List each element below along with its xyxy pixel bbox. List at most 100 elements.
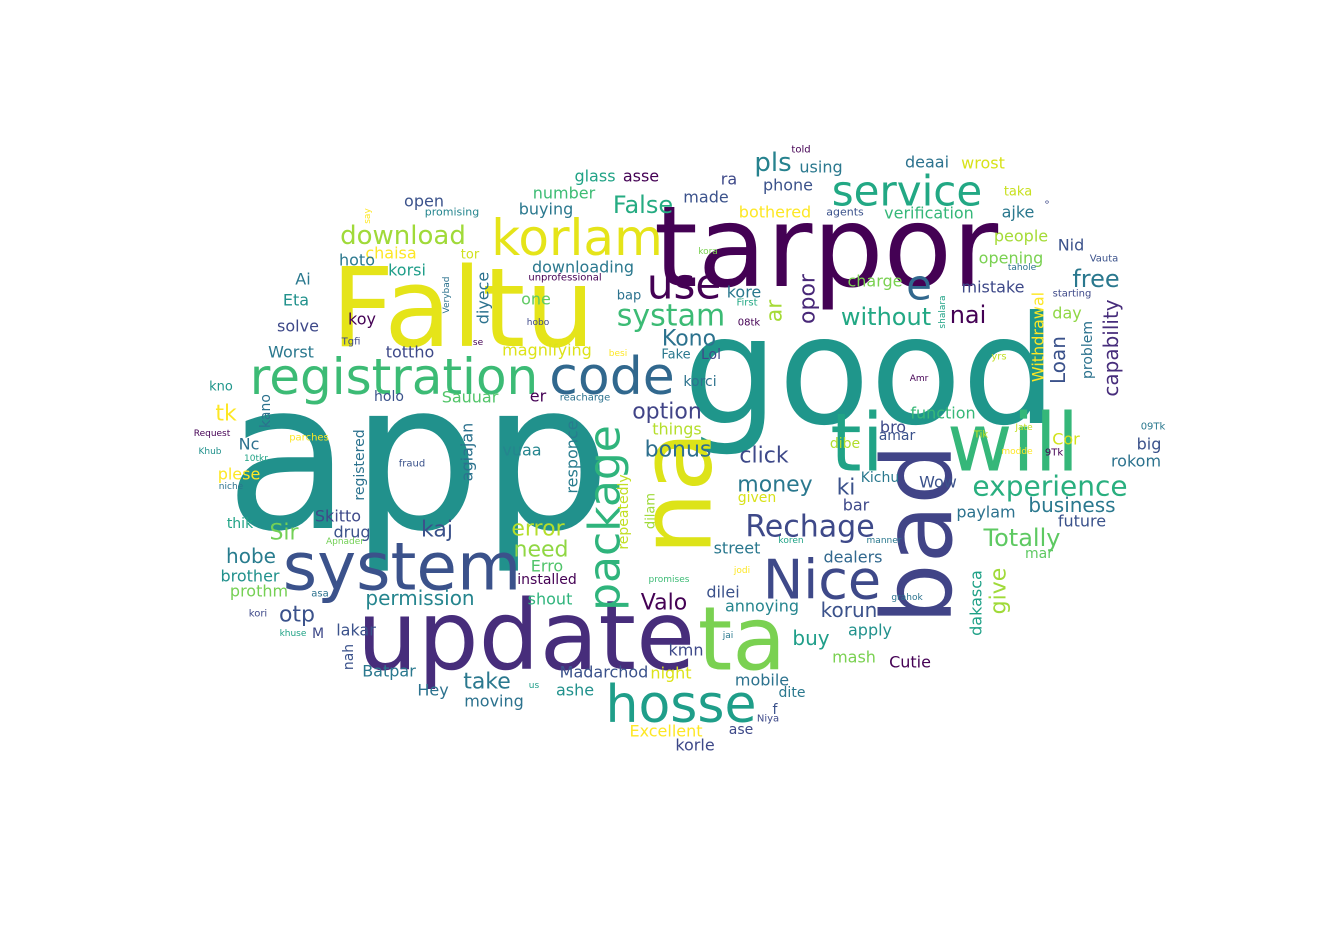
word-142: lakar [336,621,376,640]
word-28: capability [1099,299,1123,396]
word-47: tk [215,402,237,427]
word-69: ra [721,170,737,189]
word-189: koren [778,536,803,546]
word-159: agents [826,206,864,219]
word-140: installed [517,572,576,588]
word-150: dite [779,685,806,701]
word-95: one [521,290,551,309]
word-34: Kono [662,327,716,352]
word-178: parches [289,433,329,444]
word-187: 9Tk [1045,448,1063,459]
word-1: good [683,285,1057,459]
word-97: kore [727,283,762,302]
word-122: dibe [830,436,860,452]
word-195: kori [249,609,267,620]
word-144: Batpar [362,662,416,681]
word-2: tarpor [654,183,999,313]
word-78: people [994,227,1048,246]
word-13: korlam [491,209,663,267]
word-20: systam [617,299,725,334]
word-167: shalara [938,295,948,328]
word-92: Eta [283,291,309,310]
word-7: ta [698,588,786,691]
word-110: kano [258,394,274,428]
word-24: pls [754,148,791,178]
word-168: 08tk [738,318,761,329]
word-39: ki [837,476,856,501]
word-96: bap [617,289,641,304]
word-82: charge [847,272,902,291]
word-137: brother [220,567,279,586]
word-153: ase [729,722,754,738]
word-43: need [514,538,569,563]
word-27: free [1072,265,1119,293]
word-134: thik [227,516,254,532]
word-11: registration [250,348,538,406]
word-85: Withdrawal [1029,292,1048,382]
word-174: Amr [910,374,929,384]
word-40: business [1028,493,1115,517]
word-125: given [738,490,777,506]
word-81: mistake [962,278,1025,297]
word-180: 10tkr [244,454,268,464]
word-15: Nice [763,549,881,612]
word-133: plese [218,465,261,484]
word-114: agiajan [458,423,477,482]
word-128: Cor [1052,430,1080,449]
word-53: give [987,568,1012,615]
word-172: besi [609,349,627,359]
word-190: manner [867,536,902,546]
word-193: grahok [891,593,923,603]
word-129: future [1058,512,1106,531]
word-33: ar [763,299,788,322]
word-75: verification [884,204,974,223]
word-126: bar [843,496,870,515]
word-143: nah [341,644,357,670]
word-135: Skitto [315,507,361,526]
word-148: Madarchod [560,663,649,682]
word-158: say [363,208,373,224]
word-185: modde [1001,447,1033,457]
word-44: permission [365,586,474,610]
word-57: mobile [735,671,789,690]
word-116: responce [563,420,582,493]
word-26: Totally [983,524,1061,552]
word-103: Fake [661,348,690,363]
word-136: drug [333,523,370,542]
word-162: unprofessional [528,273,601,284]
word-66: number [533,184,596,203]
word-36: click [739,444,788,469]
word-65: asse [623,167,659,186]
word-164: Vauta [1090,254,1119,265]
word-25: False [613,191,673,219]
word-89: korsi [388,261,426,280]
word-155: M [312,626,324,642]
word-146: moving [464,692,524,711]
word-4: update [357,580,695,692]
word-59: apply [848,621,892,640]
word-166: First [736,298,757,309]
word-46: Sir [269,521,299,546]
word-152: Excellent [629,722,702,741]
word-18: use [647,260,721,309]
word-49: Valo [641,591,687,616]
word-111: kno [209,380,233,395]
word-0: app [225,339,611,577]
word-117: repeatedly [616,474,632,549]
word-192: promises [649,575,690,585]
word-124: Wow [919,473,957,492]
word-127: paylam [956,503,1015,522]
word-37: bonus [645,438,712,463]
word-83: day [1052,304,1081,323]
word-118: dilam [644,493,659,529]
word-115: vuaa [502,441,541,460]
word-52: take [463,670,511,695]
word-19: e [906,261,932,310]
word-107: holo [374,389,404,405]
word-151: f [773,702,779,718]
word-149: night [650,664,691,683]
word-30: nai [950,301,987,329]
word-74: wrost [961,154,1005,173]
word-170: Tgfi [341,337,361,348]
word-106: things [652,420,702,439]
